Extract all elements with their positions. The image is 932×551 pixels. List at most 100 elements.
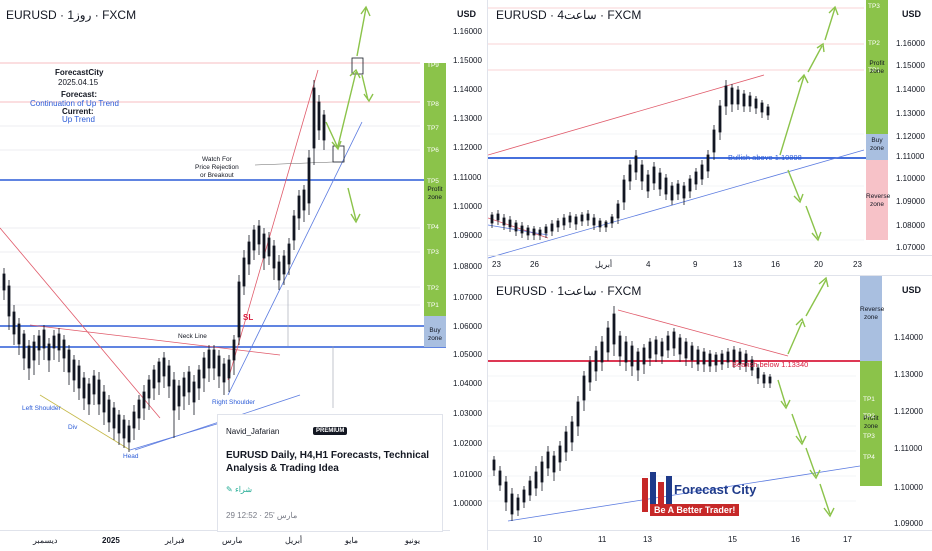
h4-buy-zone	[866, 134, 888, 160]
h4-time-label: 9	[693, 260, 698, 269]
h1-chart-panel[interactable]: EURUSD · 1ساعت · FXCM	[488, 276, 932, 550]
panel-divider[interactable]	[487, 0, 488, 550]
buy-tag[interactable]: ✎ شراء	[226, 485, 252, 494]
h1-price-label: 1.13000	[894, 370, 923, 379]
h4-price-label: 1.16000	[896, 39, 925, 48]
logo-tagline: Be A Better Trader!	[650, 504, 740, 516]
profit-zone-column	[424, 63, 446, 316]
h1-price-axis: USD 1.14000 1.13000 1.12000 1.11000 1.10…	[884, 276, 932, 530]
h4-time-label: 16	[771, 260, 780, 269]
head-label: Head	[123, 453, 139, 460]
buy-zone-label: Buy zone	[427, 327, 443, 342]
h4-price-label: 1.14000	[896, 85, 925, 94]
h4-price-label: 1.09000	[896, 197, 925, 206]
h4-buy-zone-label: Buy zone	[869, 137, 885, 152]
pencil-icon: ✎	[226, 485, 235, 494]
h1-reverse-zone-label: Reverse zone	[860, 306, 885, 321]
h1-tp3-label: TP3	[863, 433, 875, 440]
tp5-label: TP5	[427, 178, 439, 185]
current-label: Current:	[62, 107, 94, 116]
h4-chart-panel[interactable]: EURUSD · 4ساعت · FXCM	[488, 0, 932, 275]
h1-profit-zone	[860, 361, 882, 486]
daily-price-label: 1.09000	[453, 231, 482, 240]
daily-time-label: 2025	[102, 536, 120, 545]
daily-time-label: مایو	[345, 536, 359, 545]
daily-time-label: دیسمبر	[33, 536, 58, 545]
daily-price-label: 1.03000	[453, 409, 482, 418]
daily-chart-canvas	[0, 5, 446, 452]
h1-time-label: 17	[843, 535, 852, 544]
h1-profit-zone-label: Profit zone	[863, 415, 879, 430]
brand-text: ForecastCity	[55, 68, 104, 77]
tp8-label: TP8	[427, 101, 439, 108]
daily-price-axis: USD 1.16000 1.15000 1.14000 1.13000 1.12…	[447, 0, 487, 550]
h1-time-label: 13	[643, 535, 652, 544]
idea-card[interactable]: Navid_Jafarian PREMIUM EURUSD Daily, H4,…	[217, 414, 443, 532]
h4-time-label: 13	[733, 260, 742, 269]
bullish-label: Bullish above 1.10898	[728, 153, 802, 162]
h4-tp1-label: TP1	[868, 67, 880, 74]
panel-divider-horizontal[interactable]	[488, 275, 932, 276]
daily-price-label: 1.15000	[453, 56, 482, 65]
h1-time-axis: 10 11 13 15 16 17	[488, 530, 932, 551]
h1-time-label: 15	[728, 535, 737, 544]
h4-price-label: 1.15000	[896, 61, 925, 70]
h4-time-label: 4	[646, 260, 651, 269]
h4-time-label: أبریل	[595, 260, 613, 269]
h4-tp3-label: TP3	[868, 3, 880, 10]
daily-time-label: یونیو	[405, 536, 421, 545]
daily-price-label: 1.00000	[453, 499, 482, 508]
tp9-label: TP9	[427, 62, 439, 69]
neck-line-label: Neck Line	[178, 333, 207, 340]
h1-price-label: 1.10000	[894, 483, 923, 492]
h4-price-axis: USD 1.16000 1.15000 1.14000 1.13000 1.12…	[890, 0, 932, 255]
h4-profit-zone-label: Profit zone	[869, 60, 885, 75]
daily-price-label: 1.05000	[453, 350, 482, 359]
h1-currency-label: USD	[902, 285, 922, 295]
daily-price-label: 1.12000	[453, 143, 482, 152]
bearish-label: Bearish below 1.13340	[732, 360, 809, 369]
daily-currency-label: USD	[457, 9, 477, 19]
daily-price-label: 1.16000	[453, 27, 482, 36]
daily-chart-panel[interactable]: EURUSD · 1روز · FXCM	[0, 0, 450, 550]
h4-chart-canvas	[488, 5, 868, 259]
h1-price-label: 1.09000	[894, 519, 923, 528]
h4-time-label: 20	[814, 260, 823, 269]
h4-price-label: 1.12000	[896, 132, 925, 141]
daily-price-label: 1.11000	[453, 173, 482, 182]
tp3-label: TP3	[427, 249, 439, 256]
idea-title[interactable]: EURUSD Daily, H4,H1 Forecasts, Technical…	[226, 450, 430, 474]
daily-price-label: 1.02000	[453, 439, 482, 448]
daily-price-label: 1.07000	[453, 293, 482, 302]
forecast-label: Forecast:	[61, 90, 98, 99]
tp1-label: TP1	[427, 302, 439, 309]
h4-time-label: 23	[853, 260, 862, 269]
h1-time-label: 10	[533, 535, 542, 544]
date-text: 2025.04.15	[58, 78, 99, 87]
h1-chart-title: EURUSD · 1ساعت · FXCM	[496, 284, 642, 298]
h4-time-label: 23	[492, 260, 501, 269]
h4-time-axis: 23 26 أبریل 4 9 13 16 20 23	[488, 255, 932, 276]
daily-price-label: 1.06000	[453, 322, 482, 331]
h1-tp4-label: TP4	[863, 454, 875, 461]
logo-name: Forecast City	[674, 482, 757, 497]
sl-label: SL	[243, 313, 254, 322]
h1-price-label: 1.11000	[894, 444, 923, 453]
h1-time-label: 11	[598, 535, 607, 544]
tp4-label: TP4	[427, 224, 439, 231]
author-name[interactable]: Navid_Jafarian	[226, 427, 280, 436]
div-label: Div	[68, 424, 78, 431]
h4-currency-label: USD	[902, 9, 922, 19]
daily-price-label: 1.01000	[453, 470, 482, 479]
h1-time-label: 16	[791, 535, 800, 544]
daily-time-label: فبرایر	[165, 536, 185, 545]
h4-chart-title: EURUSD · 4ساعت · FXCM	[496, 8, 642, 22]
tp2-label: TP2	[427, 285, 439, 292]
h4-tp2-label: TP2	[868, 40, 880, 47]
h4-price-label: 1.11000	[896, 152, 925, 161]
daily-time-label: مارس	[222, 536, 243, 545]
h4-reverse-zone-label: Reverse zone	[866, 193, 891, 208]
watch-text: Watch For Price Rejection or Breakout	[195, 156, 239, 179]
forecast-value: Continuation of Up Trend	[30, 99, 119, 108]
daily-price-label: 1.13000	[453, 114, 482, 123]
